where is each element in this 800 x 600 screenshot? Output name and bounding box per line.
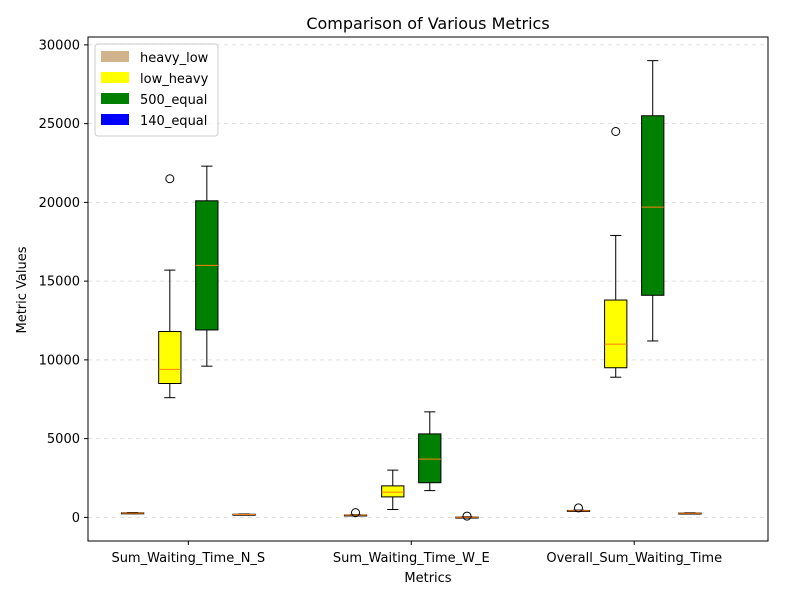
x-tick-label: Sum_Waiting_Time_W_E [333,551,490,566]
boxes [120,60,702,521]
box-iqr [381,485,405,498]
y-axis-label: Metric Values [15,246,30,333]
box-140_equal [232,513,256,516]
box-140_equal [455,511,479,521]
box-iqr [604,299,628,369]
legend-label: low_heavy [140,72,209,87]
box-500_equal [195,165,219,367]
box-iqr [418,433,442,484]
x-tick-label: Overall_Sum_Waiting_Time [546,551,722,566]
y-tick-label: 10000 [39,353,80,368]
box-heavy_low [343,508,368,518]
legend-swatch [101,93,129,104]
x-tick-label: Sum_Waiting_Time_N_S [111,551,265,566]
box-heavy_low [566,503,591,513]
plot-frame [87,36,769,542]
legend: heavy_low low_heavy 500_equal 140_equal [94,43,219,137]
outlier-point [462,511,472,521]
legend-label: heavy_low [140,51,209,66]
box-low_heavy [381,469,405,510]
box-500_equal [641,60,665,342]
box-iqr [158,331,182,384]
y-axis-ticks: 0 5000 10000 15000 20000 25000 30000 [39,38,88,526]
outlier-point [165,174,175,184]
y-tick-label: 25000 [39,117,80,132]
box-low_heavy [158,174,182,399]
legend-label: 140_equal [140,114,207,129]
y-tick-label: 30000 [39,38,80,53]
outlier-point [573,503,583,513]
legend-box [94,43,219,137]
legend-swatch [101,72,129,83]
y-tick-label: 5000 [47,432,80,447]
x-axis-label: Metrics [404,571,451,586]
chart-title: Comparison of Various Metrics [306,14,549,33]
legend-swatch [101,51,129,62]
box-iqr [641,115,665,296]
y-tick-label: 15000 [39,275,80,290]
x-axis-ticks: Sum_Waiting_Time_N_S Sum_Waiting_Time_W_E… [111,541,722,566]
box-500_equal [418,411,442,492]
box-140_equal [678,512,702,515]
box-low_heavy [604,127,628,378]
outlier-point [351,508,361,518]
legend-swatch [101,114,129,125]
y-tick-label: 20000 [39,196,80,211]
outlier-point [611,127,621,136]
y-tick-label: 0 [72,511,80,526]
legend-label: 500_equal [140,93,207,108]
box-heavy_low [120,511,145,515]
